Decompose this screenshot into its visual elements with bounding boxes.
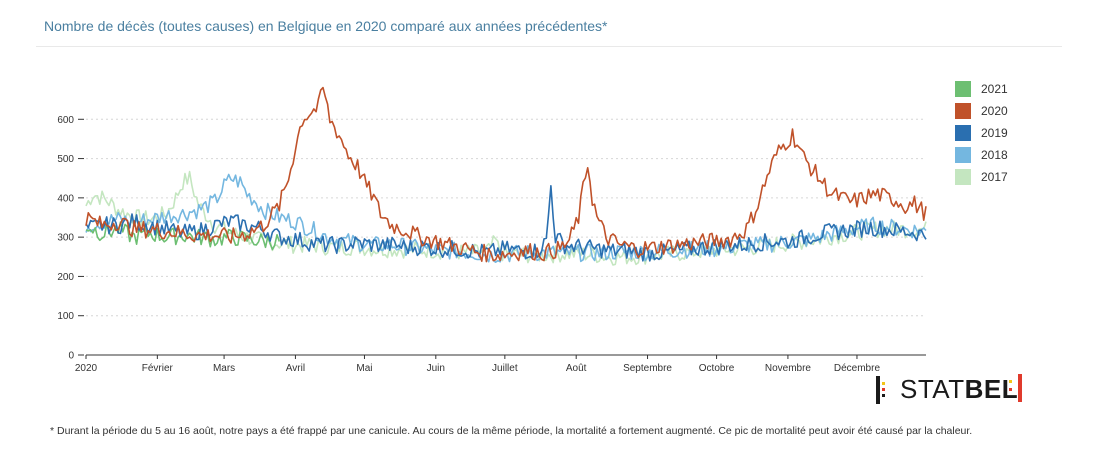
- legend-label: 2019: [981, 126, 1008, 140]
- x-tick-label: Mars: [213, 363, 235, 374]
- x-axis: 2020 Février Mars Avril Mai Juin Juillet Août Se…: [75, 354, 926, 374]
- statbel-logo: STATBEL: [872, 372, 1032, 406]
- legend-item-2019[interactable]: 2019: [955, 122, 1008, 144]
- y-tick-label: 0: [68, 351, 74, 362]
- legend-item-2021[interactable]: 2021: [955, 78, 1008, 100]
- legend-item-2017[interactable]: 2017: [955, 166, 1008, 188]
- x-tick-label: Juin: [427, 363, 445, 374]
- x-tick-label: Août: [566, 363, 587, 374]
- logo-text: STATBEL: [900, 374, 1018, 405]
- legend-label: 2017: [981, 170, 1008, 184]
- x-tick-label: Mai: [356, 363, 372, 374]
- x-tick-label: Novembre: [765, 363, 812, 374]
- y-tick-label: 200: [57, 272, 74, 283]
- legend-item-2018[interactable]: 2018: [955, 144, 1008, 166]
- x-tick-label: Octobre: [699, 363, 735, 374]
- chart-legend: 2021 2020 2019 2018 2017: [955, 78, 1008, 188]
- legend-label: 2020: [981, 104, 1008, 118]
- y-tick-label: 100: [57, 311, 74, 322]
- series-lines: [85, 86, 927, 266]
- legend-swatch: [955, 103, 971, 119]
- x-tick-label: 2020: [75, 363, 98, 374]
- y-axis: 0 100 200 300 400 500 600: [57, 115, 84, 362]
- series-line-2017: [85, 170, 927, 266]
- series-line-2020: [85, 86, 927, 263]
- chart-title: Nombre de décès (toutes causes) en Belgi…: [44, 18, 608, 34]
- x-tick-label: Juillet: [492, 363, 518, 374]
- legend-swatch: [955, 147, 971, 163]
- legend-label: 2021: [981, 82, 1008, 96]
- y-tick-label: 600: [57, 115, 74, 126]
- legend-label: 2018: [981, 148, 1008, 162]
- legend-swatch: [955, 169, 971, 185]
- x-tick-label: Février: [142, 363, 174, 374]
- footnote: * Durant la période du 5 au 16 août, not…: [50, 425, 973, 437]
- x-tick-label: Avril: [286, 363, 305, 374]
- logo-text-bold: BEL: [964, 374, 1019, 404]
- legend-swatch: [955, 81, 971, 97]
- y-tick-label: 300: [57, 233, 74, 244]
- title-divider: [36, 46, 1062, 47]
- x-tick-label: Décembre: [834, 363, 881, 374]
- y-tick-label: 500: [57, 154, 74, 165]
- legend-swatch: [955, 125, 971, 141]
- logo-mark-icon: [876, 374, 1022, 404]
- logo-text-light: STAT: [900, 374, 965, 404]
- x-tick-label: Septembre: [623, 363, 672, 374]
- y-tick-label: 400: [57, 193, 74, 204]
- series-line-2019: [85, 185, 927, 262]
- legend-item-2020[interactable]: 2020: [955, 100, 1008, 122]
